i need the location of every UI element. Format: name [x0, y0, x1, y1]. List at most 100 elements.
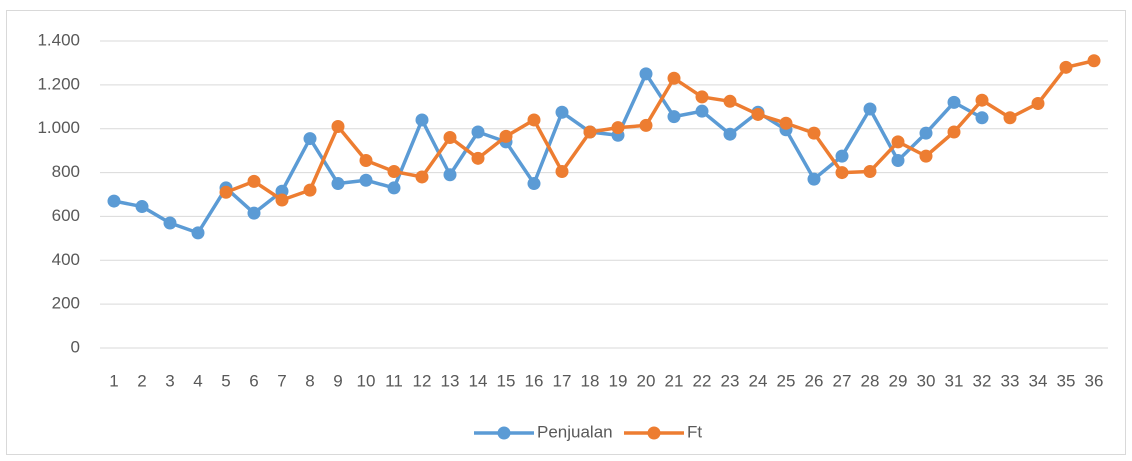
- data-point: [275, 193, 289, 207]
- x-tick-label: 15: [497, 371, 516, 390]
- data-point: [863, 164, 877, 178]
- data-point: [639, 118, 653, 132]
- y-tick-label: 800: [52, 162, 80, 181]
- data-point: [443, 168, 457, 182]
- x-tick-label: 26: [805, 371, 824, 390]
- data-point: [191, 226, 205, 240]
- data-point: [667, 110, 681, 124]
- x-tick-label: 3: [165, 371, 174, 390]
- data-point: [975, 111, 989, 125]
- data-point: [947, 125, 961, 139]
- x-tick-label: 33: [1001, 371, 1020, 390]
- data-point: [471, 151, 485, 165]
- x-tick-label: 31: [945, 371, 964, 390]
- data-point: [555, 164, 569, 178]
- data-point: [779, 116, 793, 130]
- x-tick-label: 27: [833, 371, 852, 390]
- x-tick-label: 19: [609, 371, 628, 390]
- data-point: [443, 130, 457, 144]
- x-tick-label: 13: [441, 371, 460, 390]
- y-tick-label: 1.200: [37, 74, 80, 93]
- legend-marker: [647, 426, 661, 440]
- data-point: [975, 93, 989, 107]
- data-point: [387, 181, 401, 195]
- data-point: [695, 104, 709, 118]
- x-tick-label: 20: [637, 371, 656, 390]
- x-tick-label: 30: [917, 371, 936, 390]
- data-point: [807, 126, 821, 140]
- data-point: [751, 107, 765, 121]
- data-point: [919, 126, 933, 140]
- x-tick-label: 17: [553, 371, 572, 390]
- data-point: [527, 177, 541, 191]
- data-point: [527, 113, 541, 127]
- legend-label: Ft: [687, 422, 702, 441]
- x-tick-label: 5: [221, 371, 230, 390]
- data-point: [583, 125, 597, 139]
- data-point: [947, 95, 961, 109]
- x-tick-label: 16: [525, 371, 544, 390]
- x-tick-label: 32: [973, 371, 992, 390]
- x-tick-label: 11: [385, 371, 403, 390]
- data-point: [919, 149, 933, 163]
- x-tick-label: 22: [693, 371, 712, 390]
- data-point: [303, 183, 317, 197]
- data-point: [555, 105, 569, 119]
- data-point: [359, 173, 373, 187]
- data-point: [863, 102, 877, 116]
- y-tick-label: 200: [52, 294, 80, 313]
- data-point: [1031, 96, 1045, 110]
- y-tick-label: 400: [52, 250, 80, 269]
- data-point: [695, 90, 709, 104]
- data-point: [723, 127, 737, 141]
- x-tick-label: 4: [193, 371, 202, 390]
- x-tick-label: 6: [249, 371, 258, 390]
- data-point: [1059, 60, 1073, 74]
- data-point: [163, 216, 177, 230]
- x-tick-label: 34: [1029, 371, 1048, 390]
- data-point: [359, 154, 373, 168]
- data-point: [303, 132, 317, 146]
- x-tick-label: 18: [581, 371, 600, 390]
- data-point: [107, 194, 121, 208]
- x-tick-label: 9: [333, 371, 342, 390]
- x-tick-label: 28: [861, 371, 880, 390]
- x-tick-label: 2: [137, 371, 146, 390]
- data-point: [835, 166, 849, 180]
- x-tick-label: 7: [277, 371, 286, 390]
- data-point: [415, 113, 429, 127]
- data-point: [1087, 54, 1101, 68]
- data-point: [611, 121, 625, 135]
- data-point: [639, 67, 653, 81]
- y-tick-label: 0: [71, 337, 80, 356]
- data-point: [387, 164, 401, 178]
- x-tick-label: 10: [357, 371, 376, 390]
- x-tick-label: 14: [469, 371, 488, 390]
- y-tick-label: 600: [52, 206, 80, 225]
- y-tick-label: 1.400: [37, 30, 80, 49]
- y-tick-label: 1.000: [37, 118, 80, 137]
- data-point: [835, 149, 849, 163]
- data-point: [415, 170, 429, 184]
- data-point: [891, 135, 905, 149]
- data-point: [247, 206, 261, 220]
- x-tick-label: 23: [721, 371, 740, 390]
- x-tick-label: 8: [305, 371, 314, 390]
- data-point: [219, 185, 233, 199]
- legend-marker: [497, 426, 511, 440]
- x-tick-label: 24: [749, 371, 768, 390]
- x-tick-label: 21: [665, 371, 684, 390]
- data-point: [471, 125, 485, 139]
- x-tick-label: 1: [109, 371, 118, 390]
- x-tick-label: 36: [1085, 371, 1104, 390]
- x-tick-label: 25: [777, 371, 796, 390]
- data-point: [723, 94, 737, 108]
- data-point: [331, 177, 345, 191]
- data-point: [807, 172, 821, 186]
- data-point: [331, 120, 345, 134]
- data-point: [667, 71, 681, 85]
- x-tick-label: 12: [413, 371, 432, 390]
- legend-label: Penjualan: [537, 422, 613, 441]
- x-tick-label: 35: [1057, 371, 1076, 390]
